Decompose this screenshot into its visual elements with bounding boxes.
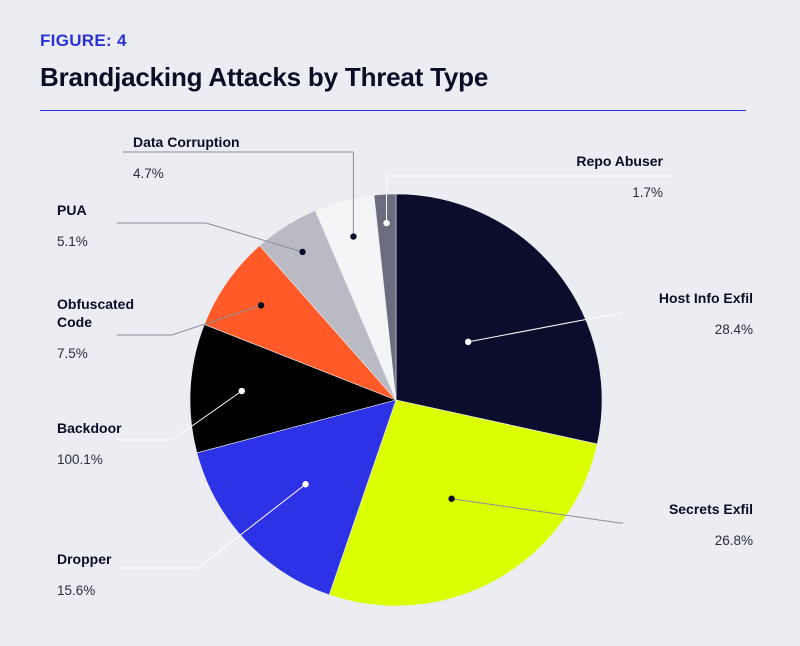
leader-line: [117, 222, 303, 253]
leader-dot: [299, 248, 306, 256]
leader-lines: [117, 151, 675, 569]
leader-dot: [257, 302, 265, 309]
leader-line: [117, 390, 243, 441]
slice-name-label: Host Info Exfil: [659, 290, 753, 306]
leader-line: [123, 151, 354, 237]
slice-name-label: Dropper: [57, 551, 112, 567]
leader-line: [117, 304, 262, 336]
leader-dot: [350, 233, 357, 240]
pie-slice-secrets-exfil: [328, 399, 598, 607]
leader-line: [386, 175, 675, 224]
leader-dot: [465, 338, 472, 346]
leader-line: [117, 483, 306, 569]
leader-dot: [383, 219, 390, 227]
slice-value-label: 4.7%: [133, 166, 164, 181]
chart-title: Brandjacking Attacks by Threat Type: [40, 62, 489, 92]
slice-name-label: Backdoor: [57, 420, 122, 436]
pie-slice-repo-abuser: [373, 193, 397, 401]
leader-dot: [238, 387, 245, 395]
leader-line: [468, 312, 623, 343]
slice-name-label: Data Corruption: [133, 134, 240, 150]
figure-label: FIGURE: 4: [40, 31, 127, 50]
slice-value-label: 28.4%: [715, 322, 753, 337]
slice-value-label: 26.8%: [715, 533, 753, 548]
slice-name-label: Obfuscated Code: [57, 296, 134, 330]
slice-name-label: Repo Abuser: [576, 153, 663, 169]
title-divider: [40, 110, 746, 111]
pie-slices: [189, 193, 603, 607]
leader-dot: [448, 495, 455, 502]
slice-value-label: 5.1%: [57, 234, 88, 249]
pie-slice-backdoor: [189, 324, 397, 454]
slice-name-label: Secrets Exfil: [669, 501, 753, 517]
slice-value-label: 15.6%: [57, 583, 95, 598]
slice-value-label: 1.7%: [632, 185, 663, 200]
pie-slice-dropper: [196, 399, 397, 596]
pie-slice-host-info-exfil: [395, 193, 603, 445]
leader-dot: [302, 481, 309, 488]
slice-labels: Host Info Exfil 28.4% Secrets Exfil 26.8% Dr…: [57, 134, 753, 598]
slice-value-label: 100.1%: [57, 452, 103, 467]
slice-value-label: 7.5%: [57, 346, 88, 361]
leader-line: [451, 498, 623, 524]
slice-name-label: PUA: [57, 202, 87, 218]
pie-slice-obfuscated-code: [203, 245, 397, 401]
